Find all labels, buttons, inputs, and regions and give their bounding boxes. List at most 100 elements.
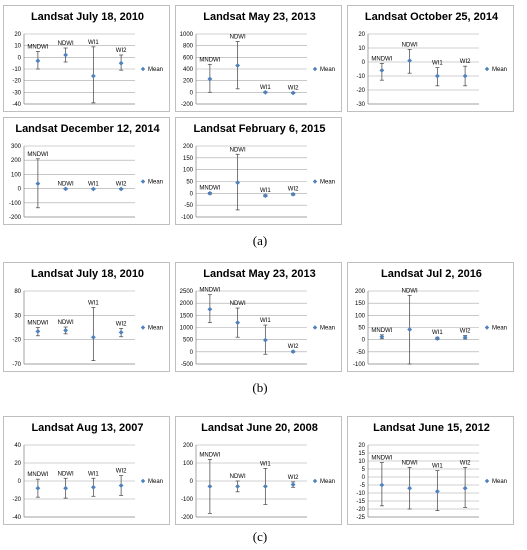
data-point [462,485,468,491]
y-tick-label: 0 [362,338,366,344]
y-tick-label: 50 [186,180,193,186]
category-label: MNDWI [27,152,48,158]
data-point [90,334,96,340]
category-label: MNDWI [27,45,48,51]
data-point [434,336,440,341]
data-point [434,489,440,494]
y-tick-label: 0 [190,350,194,356]
y-tick-label: -70 [12,362,21,368]
y-tick-label: -100 [353,362,366,368]
chart-a5: Landsat February 6, 2015 200 150 100 50 0 -50 -… [181,123,335,221]
legend-label: Mean [320,180,335,186]
y-tick-label: 20 [358,443,365,449]
data-point [118,60,124,66]
chart-panel-b1: Landsat July 18, 2010 80 30 -20 -70 MNDWI NDWI… [3,262,170,372]
chart-c3: Landsat June 15, 2012 20 15 10 5 0 -5 -10 -15 -20… [356,422,507,521]
data-point [235,320,241,326]
category-label: WI2 [288,186,299,192]
y-tick-label: -50 [184,203,193,209]
category-label: WI1 [88,40,99,46]
data-point [462,73,468,79]
data-point [262,337,268,343]
data-point [35,328,41,334]
y-tick-label: 0 [190,479,194,485]
chart-panel-b2: Landsat May 23, 2013 2500 2000 1500 1000 500 0… [175,262,342,372]
y-tick-label: -40 [12,102,21,108]
chart-title: Landsat July 18, 2010 [31,268,144,280]
category-label: WI1 [260,188,271,194]
caption-b: (b) [252,380,268,395]
y-tick-label: 50 [358,326,365,332]
category-label: MNDWI [199,288,220,294]
chart-panel-a5: Landsat February 6, 2015 200 150 100 50 0 -50 -… [175,117,342,225]
y-tick-label: 0 [190,191,194,197]
data-point [207,190,213,196]
y-tick-label: 0 [190,90,194,96]
y-tick-label: 100 [183,168,194,174]
y-tick-label: 2500 [180,289,194,295]
legend-label: Mean [148,67,163,73]
y-tick-label: 30 [14,313,21,319]
data-point [63,186,69,192]
category-label: WI1 [88,471,99,477]
data-point [235,180,241,186]
chart-a1: Landsat July 18, 2010 20 10 0 -10 -20 -30 -40 MN… [12,11,163,108]
category-label: NDWI [58,471,74,477]
y-tick-label: 10 [358,459,365,465]
category-label: NDWI [402,42,418,48]
y-tick-label: -20 [356,88,365,94]
y-tick-label: -20 [356,507,365,513]
data-point [434,73,440,79]
chart-a2: Landsat May 23, 2013 1000 800 600 400 200 0 -20… [180,11,335,108]
chart-panel-a4: Landsat December 12, 2014 300 200 100 0 -100 -… [3,117,170,225]
data-point [379,68,385,73]
legend-marker [140,325,146,330]
legend-label: Mean [492,326,507,332]
category-label: NDWI [58,41,74,47]
data-point [290,191,296,197]
y-tick-label: 40 [14,443,21,449]
category-label: MNDWI [371,328,392,334]
chart-a3: Landsat October 25, 2014 20 10 0 -10 -20 -30 MN… [356,11,507,108]
chart-b1: Landsat July 18, 2010 80 30 -20 -70 MNDWI NDWI… [12,268,163,368]
data-point [90,186,96,192]
chart-title: Landsat October 25, 2014 [365,11,499,23]
y-tick-label: 10 [358,46,365,52]
legend-label: Mean [320,479,335,485]
chart-panel-a2: Landsat May 23, 2013 1000 800 600 400 200 0 -20… [175,5,342,112]
category-label: WI2 [116,48,127,54]
data-point [118,483,124,488]
y-tick-label: -15 [356,499,365,505]
category-label: WI1 [432,464,443,470]
data-point [407,485,413,491]
category-label: WI2 [116,469,127,475]
category-label: WI2 [116,181,127,187]
data-point [118,329,124,335]
chart-c1: Landsat Aug 13, 2007 40 20 0 -20 -40 MNDWI NDWI… [12,422,163,521]
chart-title: Landsat February 6, 2015 [193,123,325,135]
category-label: MNDWI [27,472,48,478]
category-label: NDWI [58,181,74,187]
y-tick-label: -10 [356,74,365,80]
y-tick-label: -5 [360,483,366,489]
data-point [35,485,41,491]
y-tick-label: 100 [183,461,194,467]
legend-label: Mean [148,180,163,186]
category-label: WI1 [88,301,99,307]
chart-title: Landsat May 23, 2013 [203,268,316,280]
chart-panel-a1: Landsat July 18, 2010 20 10 0 -10 -20 -30 -40 MN… [3,5,170,112]
y-tick-label: -100 [181,497,194,503]
y-tick-label: 10 [14,44,21,50]
y-tick-label: -50 [356,350,365,356]
category-label: NDWI [402,288,418,294]
y-tick-label: -500 [181,362,194,368]
data-point [90,484,96,490]
y-tick-label: 100 [11,172,22,178]
category-label: WI1 [432,330,443,336]
y-tick-label: -200 [181,102,194,108]
legend-label: Mean [320,67,335,73]
category-label: WI2 [288,85,299,91]
category-label: WI2 [460,460,471,466]
category-label: NDWI [230,147,246,153]
legend-label: Mean [492,479,507,485]
